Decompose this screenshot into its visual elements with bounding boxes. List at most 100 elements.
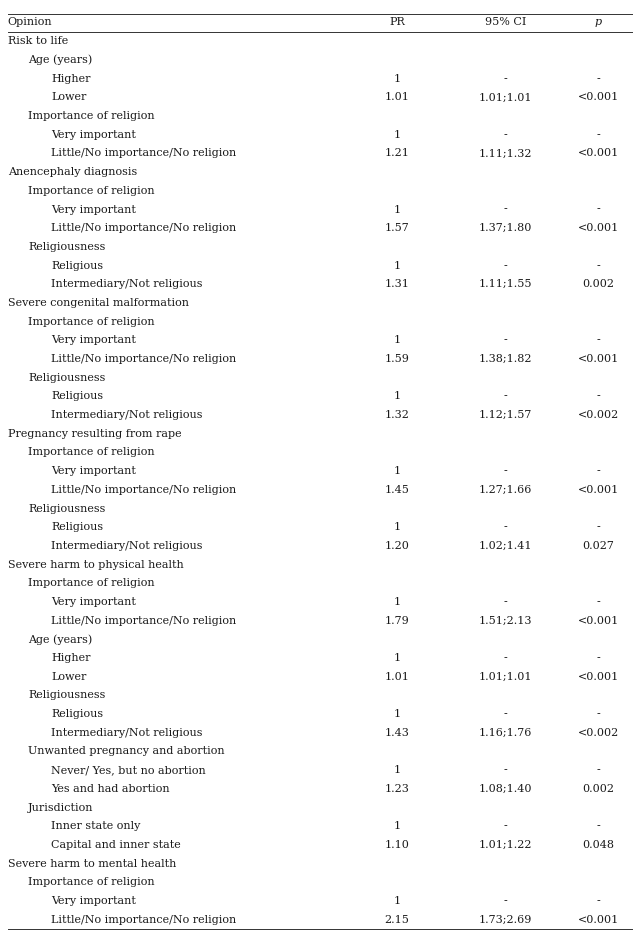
Text: Inner state only: Inner state only	[51, 821, 141, 831]
Text: -: -	[504, 391, 508, 402]
Text: 1.01: 1.01	[385, 671, 409, 682]
Text: Severe harm to physical health: Severe harm to physical health	[8, 559, 184, 570]
Text: -: -	[596, 74, 600, 84]
Text: 1.20: 1.20	[385, 541, 409, 551]
Text: Very important: Very important	[51, 205, 136, 214]
Text: <0.001: <0.001	[578, 915, 619, 925]
Text: Intermediary/Not religious: Intermediary/Not religious	[51, 728, 203, 737]
Text: Importance of religion: Importance of religion	[28, 877, 155, 887]
Text: -: -	[504, 765, 508, 775]
Text: -: -	[504, 466, 508, 476]
Text: 1: 1	[393, 336, 401, 345]
Text: 1.01: 1.01	[385, 92, 409, 103]
Text: 1: 1	[393, 74, 401, 84]
Text: Higher: Higher	[51, 653, 91, 663]
Text: 1.31: 1.31	[385, 279, 409, 290]
Text: 1: 1	[393, 597, 401, 607]
Text: 0.002: 0.002	[582, 784, 614, 794]
Text: <0.001: <0.001	[578, 148, 619, 158]
Text: -: -	[504, 597, 508, 607]
Text: Little/No importance/No religion: Little/No importance/No religion	[51, 915, 236, 925]
Text: -: -	[504, 709, 508, 720]
Text: -: -	[504, 522, 508, 532]
Text: Lower: Lower	[51, 671, 86, 682]
Text: -: -	[596, 466, 600, 476]
Text: 1.11;1.32: 1.11;1.32	[479, 148, 532, 158]
Text: Religious: Religious	[51, 260, 103, 271]
Text: Religious: Religious	[51, 522, 103, 532]
Text: Never/ Yes, but no abortion: Never/ Yes, but no abortion	[51, 765, 206, 775]
Text: 1.21: 1.21	[385, 148, 409, 158]
Text: -: -	[596, 597, 600, 607]
Text: Little/No importance/No religion: Little/No importance/No religion	[51, 485, 236, 495]
Text: Pregnancy resulting from rape: Pregnancy resulting from rape	[8, 429, 181, 438]
Text: <0.001: <0.001	[578, 616, 619, 625]
Text: Very important: Very important	[51, 336, 136, 345]
Text: <0.002: <0.002	[578, 410, 619, 420]
Text: Very important: Very important	[51, 130, 136, 140]
Text: Religiousness: Religiousness	[28, 372, 106, 383]
Text: 1.38;1.82: 1.38;1.82	[479, 354, 532, 364]
Text: -: -	[596, 130, 600, 140]
Text: 1.01;1.01: 1.01;1.01	[479, 671, 532, 682]
Text: <0.001: <0.001	[578, 671, 619, 682]
Text: 1: 1	[393, 896, 401, 906]
Text: 1: 1	[393, 205, 401, 214]
Text: 1.73;2.69: 1.73;2.69	[479, 915, 532, 925]
Text: -: -	[596, 821, 600, 831]
Text: 1: 1	[393, 130, 401, 140]
Text: 1.59: 1.59	[385, 354, 409, 364]
Text: 1: 1	[393, 709, 401, 720]
Text: <0.001: <0.001	[578, 354, 619, 364]
Text: Higher: Higher	[51, 74, 91, 84]
Text: -: -	[596, 709, 600, 720]
Text: Importance of religion: Importance of religion	[28, 186, 155, 196]
Text: Very important: Very important	[51, 896, 136, 906]
Text: Importance of religion: Importance of religion	[28, 578, 155, 588]
Text: 0.027: 0.027	[582, 541, 614, 551]
Text: Age (years): Age (years)	[28, 634, 92, 645]
Text: Risk to life: Risk to life	[8, 37, 68, 46]
Text: 1.01;1.01: 1.01;1.01	[479, 92, 532, 103]
Text: 1: 1	[393, 391, 401, 402]
Text: 1.23: 1.23	[385, 784, 409, 794]
Text: Severe congenital malformation: Severe congenital malformation	[8, 298, 189, 308]
Text: -: -	[504, 821, 508, 831]
Text: -: -	[504, 896, 508, 906]
Text: Little/No importance/No religion: Little/No importance/No religion	[51, 354, 236, 364]
Text: 1.43: 1.43	[385, 728, 409, 737]
Text: 1.57: 1.57	[385, 223, 409, 233]
Text: -: -	[596, 896, 600, 906]
Text: Opinion: Opinion	[8, 17, 52, 26]
Text: 2.15: 2.15	[385, 915, 409, 925]
Text: 1.32: 1.32	[385, 410, 409, 420]
Text: 1: 1	[393, 260, 401, 271]
Text: Unwanted pregnancy and abortion: Unwanted pregnancy and abortion	[28, 747, 225, 756]
Text: 1.10: 1.10	[385, 840, 409, 850]
Text: Intermediary/Not religious: Intermediary/Not religious	[51, 541, 203, 551]
Text: -: -	[504, 130, 508, 140]
Text: -: -	[596, 522, 600, 532]
Text: Capital and inner state: Capital and inner state	[51, 840, 181, 850]
Text: Religiousness: Religiousness	[28, 242, 106, 252]
Text: 1: 1	[393, 765, 401, 775]
Text: -: -	[504, 74, 508, 84]
Text: 1: 1	[393, 466, 401, 476]
Text: 1.16;1.76: 1.16;1.76	[479, 728, 532, 737]
Text: 1.02;1.41: 1.02;1.41	[479, 541, 532, 551]
Text: Little/No importance/No religion: Little/No importance/No religion	[51, 616, 236, 625]
Text: Age (years): Age (years)	[28, 55, 92, 65]
Text: Religiousness: Religiousness	[28, 504, 106, 514]
Text: <0.001: <0.001	[578, 485, 619, 495]
Text: 1.01;1.22: 1.01;1.22	[479, 840, 532, 850]
Text: Intermediary/Not religious: Intermediary/Not religious	[51, 279, 203, 290]
Text: -: -	[504, 336, 508, 345]
Text: Importance of religion: Importance of religion	[28, 111, 155, 121]
Text: Little/No importance/No religion: Little/No importance/No religion	[51, 148, 236, 158]
Text: Severe harm to mental health: Severe harm to mental health	[8, 858, 176, 869]
Text: Lower: Lower	[51, 92, 86, 103]
Text: 1.27;1.66: 1.27;1.66	[479, 485, 532, 495]
Text: -: -	[596, 391, 600, 402]
Text: 1.12;1.57: 1.12;1.57	[479, 410, 532, 420]
Text: 1.45: 1.45	[385, 485, 409, 495]
